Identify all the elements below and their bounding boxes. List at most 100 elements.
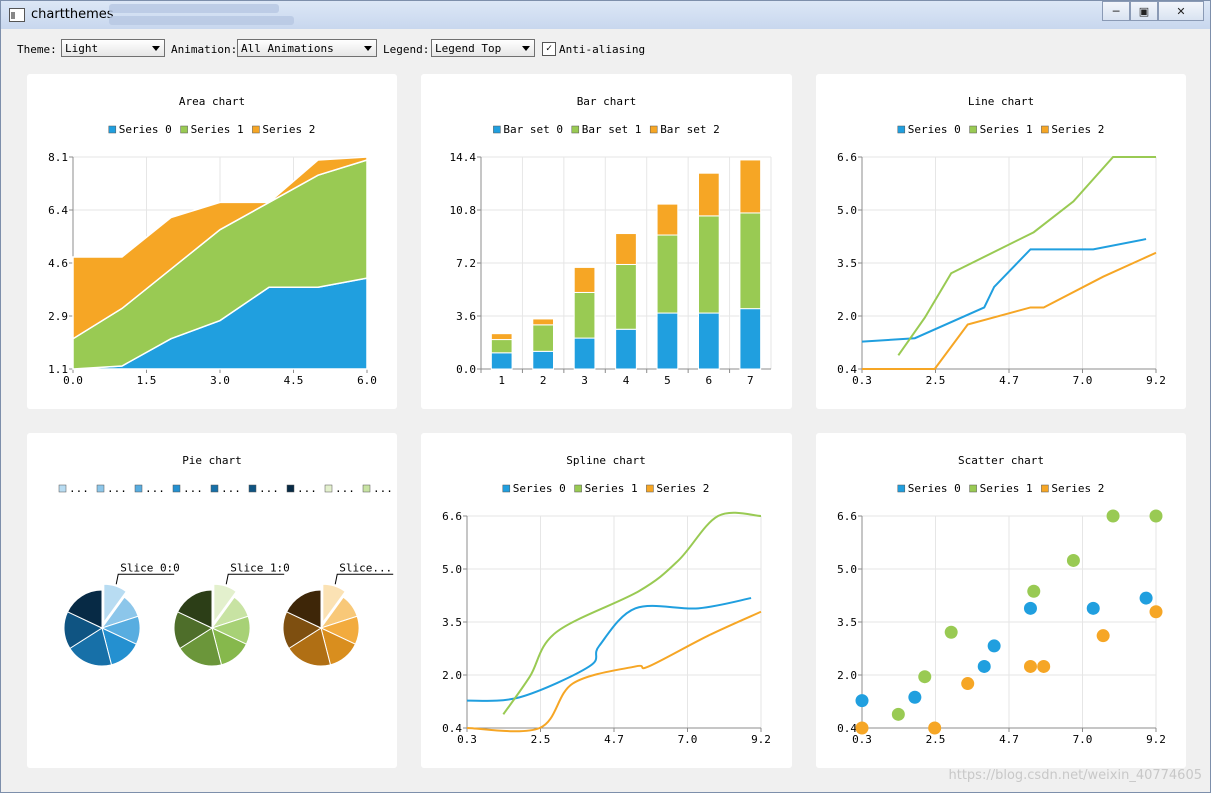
legend-marker bbox=[646, 484, 654, 493]
x-tick-label: 0.0 bbox=[63, 374, 83, 387]
minimize-button[interactable]: ─ bbox=[1102, 1, 1130, 21]
scatter-point-0 bbox=[908, 690, 922, 704]
slice-label-line bbox=[225, 573, 285, 585]
scatter-point-0 bbox=[1086, 601, 1100, 615]
bar-2-3 bbox=[615, 233, 637, 265]
pie-slice-2-4 bbox=[288, 627, 332, 667]
legend-label: Bar set 2 bbox=[660, 123, 720, 136]
x-tick-label: 4.7 bbox=[604, 733, 624, 746]
chart-title: Pie chart bbox=[182, 454, 242, 467]
scatter-point-0 bbox=[1023, 601, 1037, 615]
x-tick-label: 2 bbox=[540, 374, 547, 387]
legend-label: ... bbox=[373, 482, 393, 495]
chart-title: Bar chart bbox=[577, 95, 637, 108]
area-chart-card: Area chart Series 0 Series 1 Series 2 0.0 1.5… bbox=[27, 74, 397, 409]
pie-chart: Pie chart........................ ... Slic… bbox=[58, 454, 394, 667]
pie-slice-1-4 bbox=[179, 627, 223, 667]
legend-label: Series 0 bbox=[119, 123, 172, 136]
close-button[interactable]: ✕ bbox=[1158, 1, 1204, 21]
scatter-point-2 bbox=[1096, 629, 1110, 643]
legend-marker bbox=[58, 484, 67, 493]
slice-label-line bbox=[115, 573, 175, 585]
x-tick-label: 4.7 bbox=[999, 733, 1019, 746]
x-tick-label: 2.5 bbox=[926, 374, 946, 387]
pie-chart-card: Pie chart........................... Slic… bbox=[27, 433, 397, 768]
chart-title: Area chart bbox=[179, 95, 245, 108]
chart-title: Scatter chart bbox=[958, 454, 1044, 467]
pie-slice-2-6 bbox=[285, 589, 322, 629]
line-chart: Line chart Series 0 Series 1 Series 2 0.3 2.5… bbox=[837, 95, 1166, 387]
checkmark-icon: ✓ bbox=[545, 43, 553, 54]
x-tick-label: 7.0 bbox=[1073, 374, 1093, 387]
theme-select[interactable]: Light bbox=[61, 39, 165, 57]
chevron-down-icon bbox=[522, 46, 530, 51]
line-series-2 bbox=[862, 251, 1157, 370]
spline-series-1 bbox=[502, 511, 762, 715]
y-tick-label: 6.6 bbox=[837, 151, 857, 164]
area-chart: Area chart Series 0 Series 1 Series 2 0.0 1.5… bbox=[48, 95, 377, 387]
y-tick-label: 1.1 bbox=[48, 363, 68, 376]
scatter-point-2 bbox=[1023, 659, 1037, 673]
x-tick-label: 0.3 bbox=[852, 733, 872, 746]
scatter-point-2 bbox=[1037, 659, 1051, 673]
x-tick-label: 2.5 bbox=[531, 733, 551, 746]
legend-label: ... bbox=[335, 482, 355, 495]
legend-marker bbox=[1041, 484, 1049, 493]
legend-marker bbox=[210, 484, 219, 493]
minimize-icon: ─ bbox=[1112, 4, 1120, 18]
bar-2-2 bbox=[573, 266, 596, 293]
legend-label: ... bbox=[297, 482, 317, 495]
bar-0-2 bbox=[573, 337, 596, 370]
legend-marker bbox=[571, 125, 580, 134]
legend-marker bbox=[324, 484, 333, 493]
y-tick-label: 8.1 bbox=[48, 151, 68, 164]
scatter-point-1 bbox=[1106, 509, 1120, 523]
window-title: chartthemes bbox=[31, 7, 114, 22]
scatter-point-0 bbox=[977, 659, 991, 673]
app-icon bbox=[9, 8, 25, 22]
bar-1-1 bbox=[532, 324, 554, 352]
legend-marker bbox=[1041, 125, 1049, 134]
bar-1-6 bbox=[739, 212, 762, 310]
blurred-path bbox=[109, 4, 279, 13]
x-tick-label: 6.0 bbox=[357, 374, 377, 387]
y-tick-label: 14.4 bbox=[450, 151, 477, 164]
y-tick-label: 2.9 bbox=[48, 310, 68, 323]
legend-label: Bar set 0 bbox=[503, 123, 563, 136]
bar-2-6 bbox=[739, 159, 762, 214]
scatter-point-1 bbox=[1149, 509, 1163, 523]
x-tick-label: 7.0 bbox=[678, 733, 698, 746]
legend-select[interactable]: Legend Top bbox=[431, 39, 535, 57]
y-tick-label: 5.0 bbox=[442, 563, 462, 576]
legend-label: ... bbox=[221, 482, 241, 495]
line-series-1 bbox=[897, 156, 1156, 356]
scatter-point-0 bbox=[855, 694, 869, 708]
bar-1-4 bbox=[656, 234, 679, 314]
x-tick-label: 3 bbox=[581, 374, 588, 387]
animation-select[interactable]: All Animations bbox=[237, 39, 377, 57]
bar-0-4 bbox=[656, 312, 679, 370]
legend-marker bbox=[362, 484, 371, 493]
legend-label: Series 0 bbox=[513, 482, 566, 495]
pie-slice-0-6 bbox=[66, 589, 103, 629]
legend-label: Legend: bbox=[383, 43, 430, 56]
legend-label: Series 1 bbox=[191, 123, 244, 136]
maximize-button[interactable]: ▣ bbox=[1130, 1, 1158, 21]
animation-label: Animation: bbox=[171, 43, 238, 56]
slice-label: Slice... bbox=[339, 561, 392, 574]
antialias-checkbox[interactable]: ✓ bbox=[542, 42, 556, 56]
chart-title: Spline chart bbox=[566, 454, 645, 467]
bar-chart-card: Bar chart Bar set 0 Bar set 1 Bar set 2 0.0 3… bbox=[421, 74, 792, 409]
spline-chart-card: Spline chart Series 0 Series 1 Series 2 0.3 2… bbox=[421, 433, 792, 768]
y-tick-label: 3.5 bbox=[837, 616, 857, 629]
scatter-point-1 bbox=[944, 625, 958, 639]
y-tick-label: 6.6 bbox=[837, 510, 857, 523]
y-tick-label: 3.6 bbox=[456, 310, 476, 323]
bar-1-5 bbox=[698, 215, 720, 314]
legend-label: Series 2 bbox=[1051, 482, 1104, 495]
legend-marker bbox=[108, 125, 117, 134]
legend-marker bbox=[252, 125, 260, 134]
title-bar[interactable]: chartthemes ─ ▣ ✕ bbox=[1, 1, 1210, 29]
legend-marker bbox=[286, 484, 295, 493]
legend-label: Series 2 bbox=[1051, 123, 1104, 136]
